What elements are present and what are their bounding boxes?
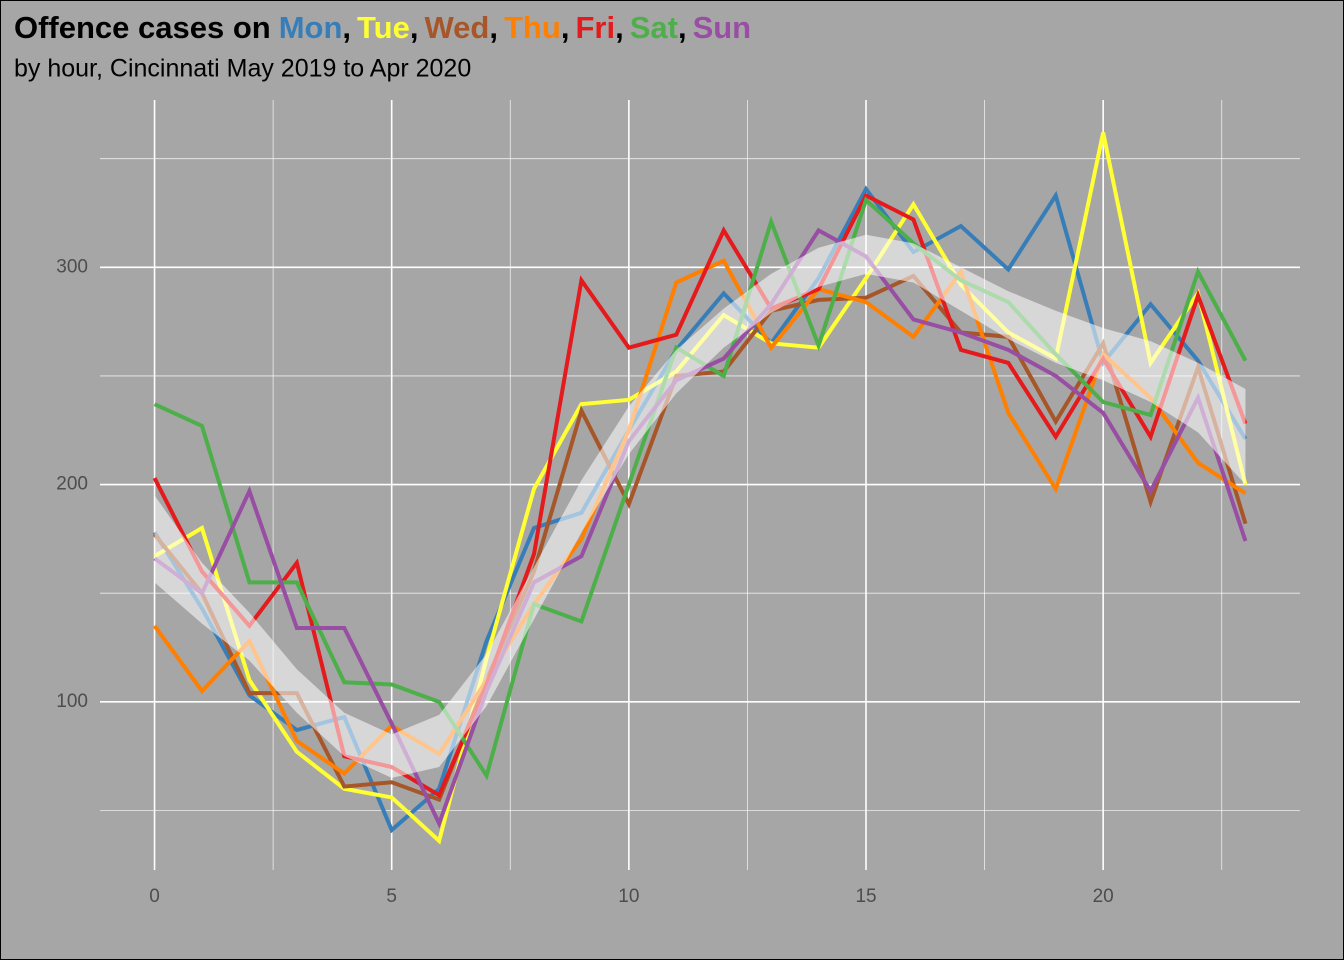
axes: 100 200 300 0 5 10 15 20 xyxy=(56,256,1113,907)
title-separator: , xyxy=(615,10,624,45)
title-separator: , xyxy=(489,10,498,45)
series-line xyxy=(152,273,1248,803)
title-day: Sun xyxy=(693,10,752,45)
y-tick-label: 100 xyxy=(56,691,88,712)
y-tick-label: 300 xyxy=(56,256,88,277)
x-tick-label: 5 xyxy=(386,886,397,907)
chart-subtitle: by hour, Cincinnati May 2019 to Apr 2020 xyxy=(14,55,471,83)
title-separator: , xyxy=(342,10,351,45)
title-separator: , xyxy=(678,10,687,45)
smooth-band xyxy=(154,234,1246,778)
x-tick-label: 10 xyxy=(618,886,639,907)
series-line xyxy=(152,258,1247,777)
title-day: Tue xyxy=(357,10,410,45)
x-tick-label: 0 xyxy=(149,886,160,907)
x-tick-label: 15 xyxy=(855,886,876,907)
x-tick-label: 20 xyxy=(1093,886,1114,907)
y-tick-label: 200 xyxy=(56,474,88,495)
smooth-band xyxy=(154,234,1246,778)
title-day: Fri xyxy=(575,10,615,45)
title-day: Mon xyxy=(279,10,343,45)
title-day: Wed xyxy=(424,10,489,45)
chart-title: Offence cases on Mon, Tue, Wed, Thu, Fri, Sat,… xyxy=(14,10,751,45)
title-text: Offence cases on xyxy=(14,10,271,45)
title-separator: , xyxy=(410,10,419,45)
title-separator: , xyxy=(561,10,570,45)
title-day: Sat xyxy=(630,10,678,45)
title-day: Thu xyxy=(504,10,561,45)
